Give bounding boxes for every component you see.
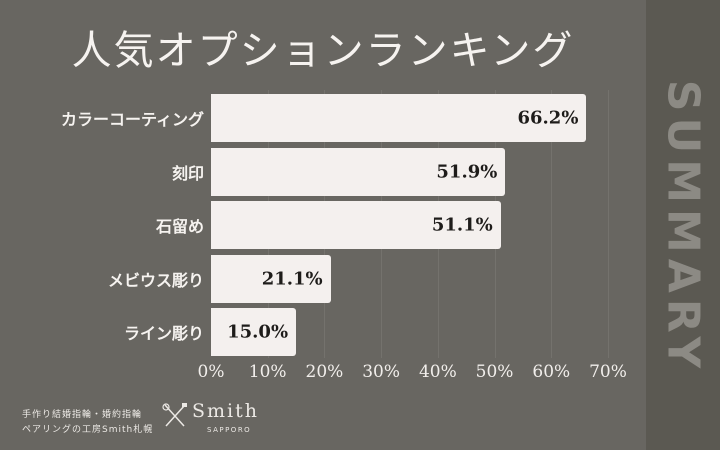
summary-label: SUMMARY — [657, 79, 709, 375]
category-label: メビウス彫り — [107, 270, 204, 290]
category-label: 石留め — [155, 217, 204, 236]
x-tick-label: 70% — [589, 362, 627, 382]
bar: 51.1% — [211, 201, 501, 249]
bar-value-label: 21.1% — [261, 268, 323, 289]
x-tick-label: 20% — [305, 362, 344, 382]
category-label: カラーコーティング — [60, 110, 204, 129]
bar-value-label: 51.9% — [436, 161, 498, 182]
footer-line-1: 手作り結婚指輪・婚約指輪 — [22, 410, 143, 420]
x-tick-label: 60% — [532, 362, 571, 382]
x-tick-label: 0% — [197, 362, 225, 382]
gridline — [551, 90, 553, 358]
logo-name: Smith — [192, 400, 259, 422]
plot-area: 66.2% 51.9% 51.1% 21.1% 15.0% — [211, 90, 609, 358]
chart-title: 人気オプションランキング — [71, 28, 575, 74]
x-tick-label: 40% — [418, 362, 457, 382]
bar: 15.0% — [211, 308, 297, 356]
logo-sub: SAPPORO — [207, 426, 252, 434]
x-tick-label: 30% — [362, 362, 401, 382]
category-label: ライン彫り — [123, 324, 204, 343]
bar-value-label: 66.2% — [517, 107, 579, 129]
category-label: 刻印 — [171, 163, 204, 183]
gridline — [608, 90, 609, 358]
bar: 66.2% — [211, 94, 587, 142]
bar-value-label: 15.0% — [227, 321, 289, 343]
bar: 51.9% — [211, 147, 506, 196]
x-tick-label: 10% — [248, 362, 287, 382]
footer-line-2: ペアリングの工房Smith札幌 — [22, 425, 154, 435]
crossed-tools-icon — [162, 403, 187, 427]
side-panel — [646, 0, 720, 450]
x-tick-label: 50% — [475, 362, 514, 382]
bar: 21.1% — [211, 254, 331, 303]
bar-value-label: 51.1% — [431, 214, 493, 236]
